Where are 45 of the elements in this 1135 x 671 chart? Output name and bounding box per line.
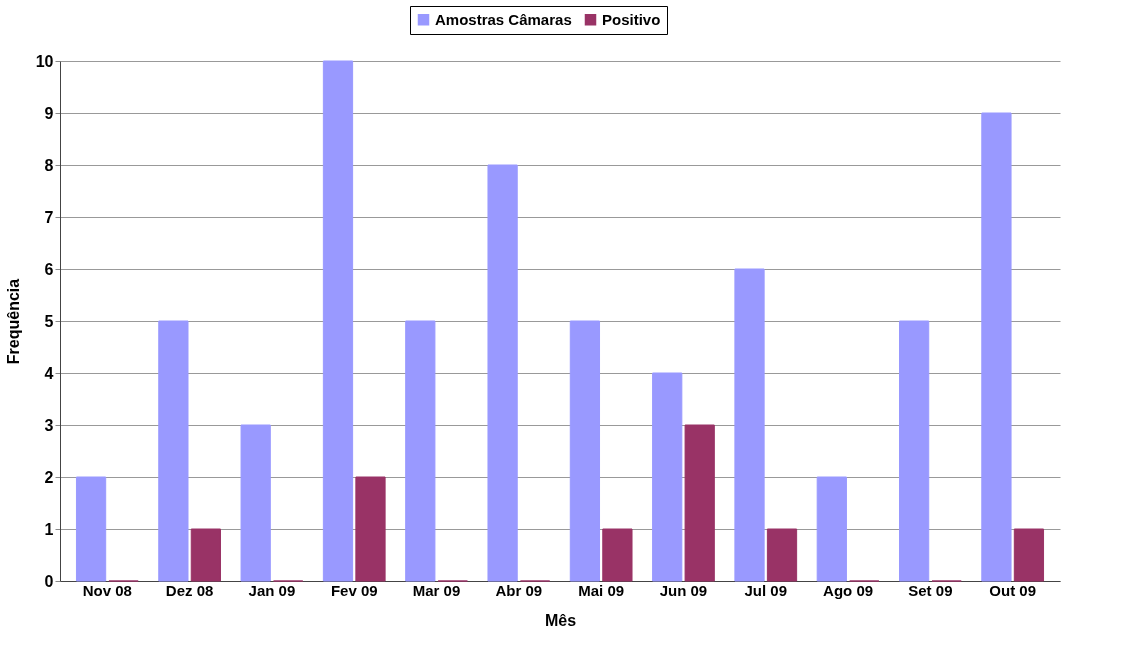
y-tick-label: 3 [44, 416, 54, 434]
x-axis-title: Mês [544, 611, 577, 629]
bar [816, 476, 847, 582]
bar [1013, 528, 1045, 582]
legend-label: Positivo [602, 10, 661, 28]
legend-label: Amostras Câmaras [435, 10, 572, 28]
bar [734, 268, 765, 582]
bar [766, 528, 798, 582]
x-tick-label: Ago 09 [823, 581, 874, 599]
x-tick-label: Dez 08 [165, 581, 214, 599]
y-tick-label: 2 [44, 468, 54, 486]
bar [981, 112, 1012, 582]
y-tick-label: 1 [44, 520, 54, 538]
y-tick-label: 4 [44, 364, 54, 382]
bar [487, 164, 518, 582]
bar [899, 320, 930, 582]
x-tick-label: Mar 09 [412, 581, 461, 599]
bar [322, 60, 354, 582]
x-tick-label: Mai 09 [578, 581, 625, 599]
x-tick-label: Out 09 [989, 581, 1037, 599]
y-tick-label: 6 [44, 260, 54, 278]
x-tick-label: Set 09 [908, 581, 953, 599]
y-tick-label: 10 [35, 52, 54, 70]
x-tick-label: Jul 09 [744, 581, 788, 599]
x-tick-label: Jan 09 [248, 581, 296, 599]
y-tick-label: 7 [44, 208, 54, 226]
bar [75, 476, 107, 582]
y-axis-title: Frequência [4, 278, 22, 365]
bar [602, 528, 633, 582]
bar [240, 424, 271, 582]
bar [569, 320, 601, 582]
y-tick-label: 0 [44, 572, 54, 590]
y-tick-label: 8 [44, 156, 54, 174]
y-tick-label: 9 [44, 104, 54, 122]
bar [158, 320, 189, 582]
bar [190, 528, 221, 582]
x-tick-label: Abr 09 [495, 581, 543, 599]
x-tick-label: Fev 09 [330, 581, 378, 599]
y-tick-label: 5 [44, 312, 54, 330]
bar [355, 476, 386, 582]
bar [652, 372, 683, 582]
bar [405, 320, 436, 582]
x-tick-label: Nov 08 [82, 581, 132, 599]
x-tick-label: Jun 09 [659, 581, 708, 599]
bar [684, 424, 715, 582]
